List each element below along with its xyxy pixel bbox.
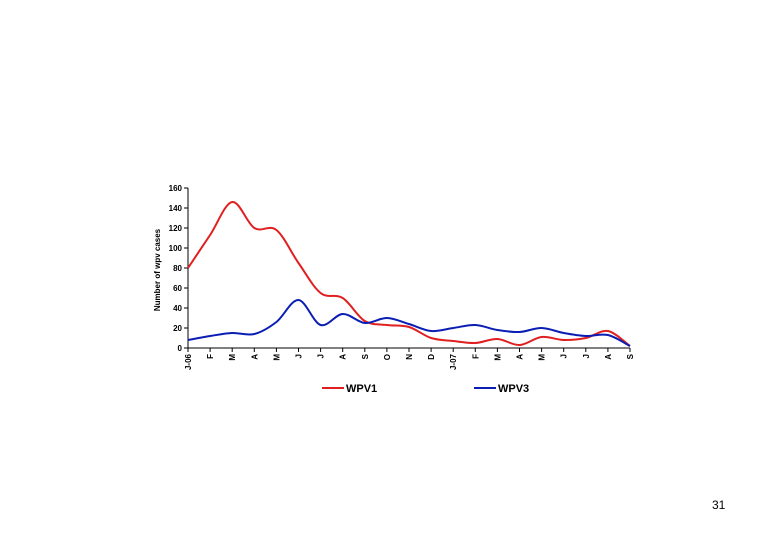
legend-label-wpv1: WPV1 xyxy=(346,383,377,395)
x-tick-label: M xyxy=(272,354,281,361)
y-axis-ticks: 0 20 40 60 80 100 120 140 160 xyxy=(169,184,188,353)
x-tick-label: D xyxy=(427,354,436,360)
x-tick-label: J xyxy=(560,354,569,358)
x-tick-label: N xyxy=(405,354,414,360)
x-tick-label: A xyxy=(339,354,348,360)
series-lines xyxy=(187,201,631,347)
x-tick-label: M xyxy=(228,354,237,361)
y-tick-label: 120 xyxy=(169,224,183,233)
page-number: 31 xyxy=(712,498,726,512)
x-axis-ticks: J-06 F M A M J J A S O N D J-07 F M A M J J A S xyxy=(184,348,635,370)
series-line-wpv3 xyxy=(187,299,631,347)
x-tick-label: A xyxy=(250,354,259,360)
x-tick-label: M xyxy=(538,354,547,361)
x-tick-label: F xyxy=(206,354,215,359)
x-tick-label: F xyxy=(471,354,480,359)
y-axis-title: Number of wpv cases xyxy=(153,228,162,311)
x-tick-label: J-07 xyxy=(449,353,458,370)
y-tick-label: 140 xyxy=(169,204,183,213)
x-tick-label: S xyxy=(626,353,635,359)
x-tick-label: J xyxy=(582,354,591,358)
x-tick-label: S xyxy=(361,353,370,359)
x-tick-label: M xyxy=(493,354,502,361)
legend-label-wpv3: WPV3 xyxy=(498,383,529,395)
y-tick-label: 20 xyxy=(173,324,182,333)
y-tick-label: 0 xyxy=(178,344,183,353)
series-line-wpv1 xyxy=(187,201,631,347)
y-tick-label: 60 xyxy=(173,284,182,293)
legend: WPV1 WPV3 xyxy=(322,383,529,395)
x-tick-label: A xyxy=(516,354,525,360)
y-tick-label: 100 xyxy=(169,244,183,253)
y-tick-label: 160 xyxy=(169,184,183,193)
x-tick-label: J-06 xyxy=(184,353,193,370)
y-tick-label: 40 xyxy=(173,304,182,313)
y-tick-label: 80 xyxy=(173,264,182,273)
x-tick-label: O xyxy=(383,354,392,360)
x-tick-label: J xyxy=(295,354,304,358)
x-tick-label: J xyxy=(317,354,326,358)
x-tick-label: A xyxy=(604,354,613,360)
